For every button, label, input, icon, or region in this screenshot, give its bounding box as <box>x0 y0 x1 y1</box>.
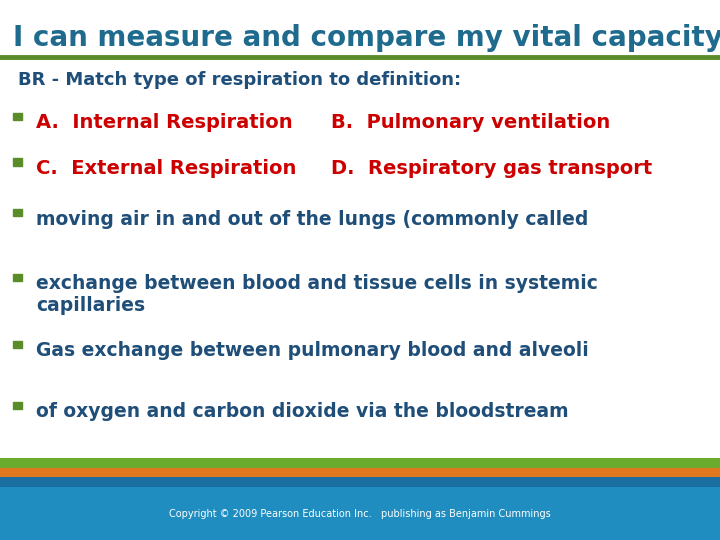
Text: exchange between blood and tissue cells in systemic
capillaries: exchange between blood and tissue cells … <box>36 274 598 315</box>
Text: I can measure and compare my vital capacity: I can measure and compare my vital capac… <box>13 24 720 52</box>
FancyBboxPatch shape <box>13 402 22 409</box>
FancyBboxPatch shape <box>13 274 22 281</box>
Text: A.  Internal Respiration: A. Internal Respiration <box>36 113 292 132</box>
FancyBboxPatch shape <box>0 477 720 487</box>
FancyBboxPatch shape <box>13 113 22 120</box>
Text: BR - Match type of respiration to definition:: BR - Match type of respiration to defini… <box>18 71 461 89</box>
Text: B.  Pulmonary ventilation: B. Pulmonary ventilation <box>331 113 611 132</box>
Text: D.  Respiratory gas transport: D. Respiratory gas transport <box>331 159 652 178</box>
Text: moving air in and out of the lungs (commonly called: moving air in and out of the lungs (comm… <box>36 210 595 228</box>
Text: Gas exchange between pulmonary blood and alveoli: Gas exchange between pulmonary blood and… <box>36 341 589 360</box>
Text: of oxygen and carbon dioxide via the bloodstream: of oxygen and carbon dioxide via the blo… <box>36 402 569 421</box>
Text: Copyright © 2009 Pearson Education Inc.   publishing as Benjamin Cummings: Copyright © 2009 Pearson Education Inc. … <box>169 509 551 519</box>
FancyBboxPatch shape <box>0 468 720 477</box>
Text: C.  External Respiration: C. External Respiration <box>36 159 297 178</box>
FancyBboxPatch shape <box>0 487 720 540</box>
FancyBboxPatch shape <box>13 209 22 216</box>
FancyBboxPatch shape <box>13 159 22 165</box>
FancyBboxPatch shape <box>0 458 720 468</box>
FancyBboxPatch shape <box>13 341 22 348</box>
